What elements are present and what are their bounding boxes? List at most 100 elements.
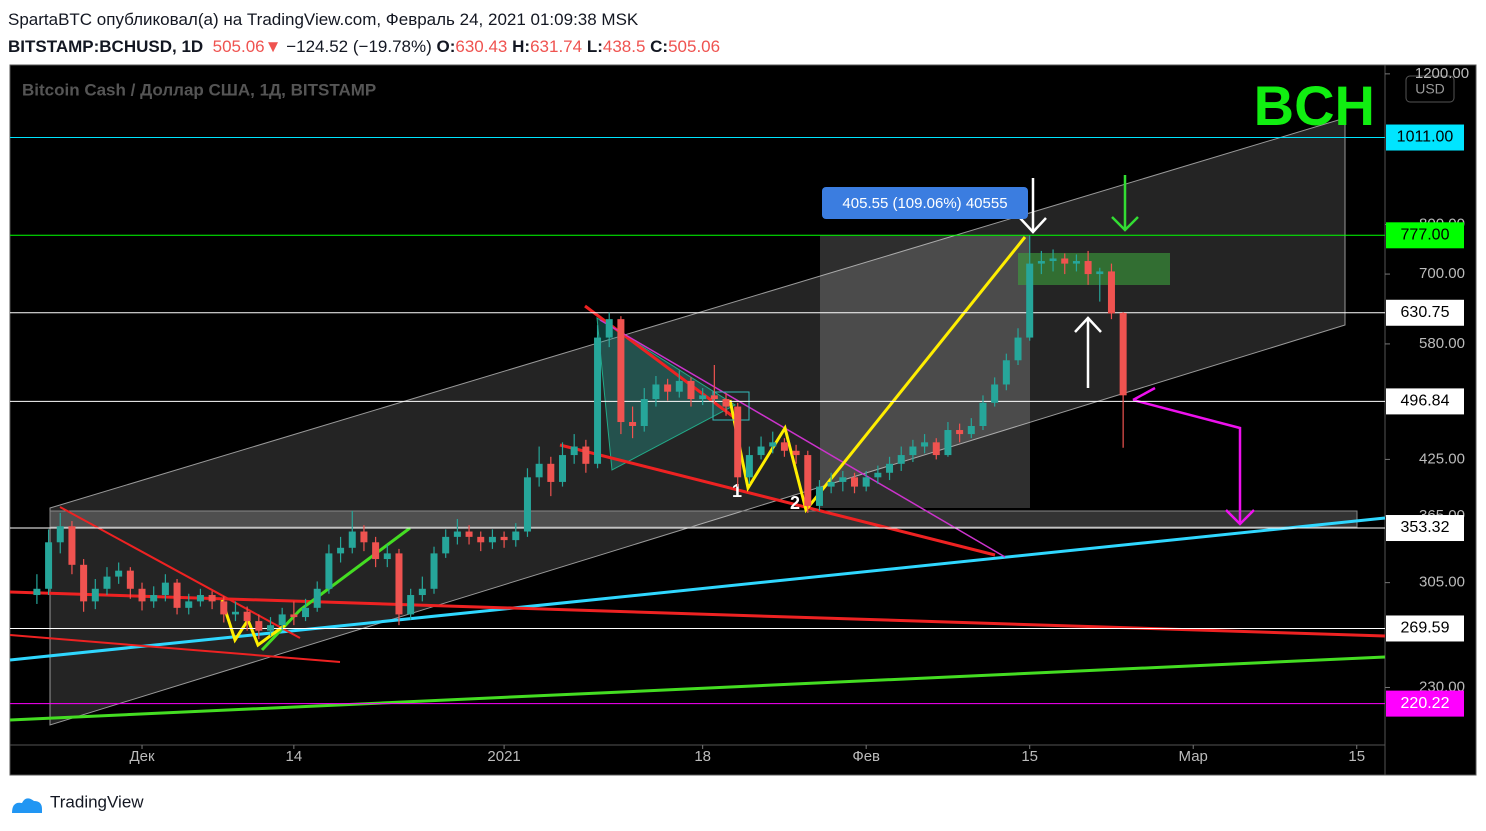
arrow-path [1132,386,1156,402]
candle-body [523,477,531,532]
header-line: SpartaBTC опубликовал(а) на TradingView.… [8,6,720,33]
candle-body [208,595,216,602]
x-tick-label: 2021 [487,748,520,765]
footer-brand: TradingView [50,792,144,811]
level-label: 269.59 [1401,620,1450,637]
point-label: 2 [790,493,800,513]
candle-body [804,455,812,506]
measure-box [820,235,1030,508]
candle-body [967,426,975,435]
candle-body [442,536,450,554]
publish-info: SpartaBTC опубликовал(а) на TradingView.… [8,10,639,29]
level-label-bg [1386,124,1464,151]
o-value: 630.43 [455,37,508,56]
h-value: 631.74 [530,37,583,56]
l-label: L: [586,37,603,56]
candle-body [1061,258,1069,264]
candle-body [220,601,228,615]
candle-body [780,442,788,451]
trend-line [599,319,1006,558]
currency: USD [1415,81,1445,97]
drawings [9,117,1386,726]
candle-body [337,547,345,554]
candle-body [68,526,76,565]
candle-body [792,450,800,456]
candle-body [45,542,53,589]
h-label: H: [512,37,531,56]
candle-body [231,611,239,615]
candle-body [500,536,508,541]
candle-body [348,531,356,548]
candle-body [956,430,964,435]
candle-body [897,455,905,464]
trend-line [9,655,1386,722]
candle-body [383,553,391,560]
candle-body [243,611,251,622]
candle-body [640,399,648,427]
level-label-bg [1386,222,1464,249]
candle-body [80,564,88,602]
candle-body [161,582,169,596]
level-label-bg [1386,690,1464,717]
x-tick-label: 15 [1021,748,1038,765]
arrow-head [1111,216,1139,232]
candle-body [56,526,64,543]
trend-line [59,506,301,639]
candle-body [617,319,625,423]
candle-body [465,531,473,537]
candle-body [979,402,987,427]
range-box [1018,253,1170,285]
candle-body [570,446,578,456]
change: −124.52 (−19.78%) [286,37,432,56]
candle-body [664,384,672,392]
candle-body [173,582,181,608]
candle-body [757,446,765,456]
candle-body [267,625,274,631]
measure-label-bg [822,187,1028,219]
candle-body [325,553,333,589]
candle-body [862,477,870,487]
candle-body [582,446,590,464]
candle-body [360,531,368,543]
candle-body [839,477,847,482]
candle-body [687,380,695,400]
symbol: BITSTAMP:BCHUSD, 1D [8,37,204,56]
candle-body [290,614,298,618]
candle-body [103,576,111,589]
box [712,391,750,421]
header: SpartaBTC опубликовал(а) на TradingView.… [8,6,720,60]
level-label: 220.22 [1401,695,1450,712]
chart-title: Bitcoin Cash / Доллар США, 1Д, BITSTAMP [22,80,376,99]
candle-body [827,481,835,487]
candle-body [407,595,415,615]
candle-body [944,430,952,456]
triangle [596,317,736,471]
candle-body [921,442,929,447]
candle-body [1119,312,1127,396]
level-label: 353.32 [1401,519,1450,536]
arrow-head [1019,217,1047,234]
candle-body [126,570,134,589]
level-label: 630.75 [1401,304,1450,321]
trend-line [559,443,996,557]
candle-body [932,442,940,456]
candle-body [1002,360,1010,385]
candle-body [1107,271,1115,314]
y-tick-label: 305.00 [1419,574,1465,591]
logo-icon [12,798,42,813]
last-price: 505.06 [212,37,265,56]
candle-body [138,588,146,602]
candle-body [91,588,99,602]
candle-body [430,553,438,589]
trend-line [9,634,341,663]
candle-body [115,570,123,577]
candle-body [745,455,753,478]
candle-body [1037,261,1045,264]
x-tick-label: Фев [852,748,880,765]
candle-body [594,337,602,464]
point-label: 1 [732,481,742,501]
level-label-bg [1386,515,1464,542]
candle-body [769,442,777,447]
